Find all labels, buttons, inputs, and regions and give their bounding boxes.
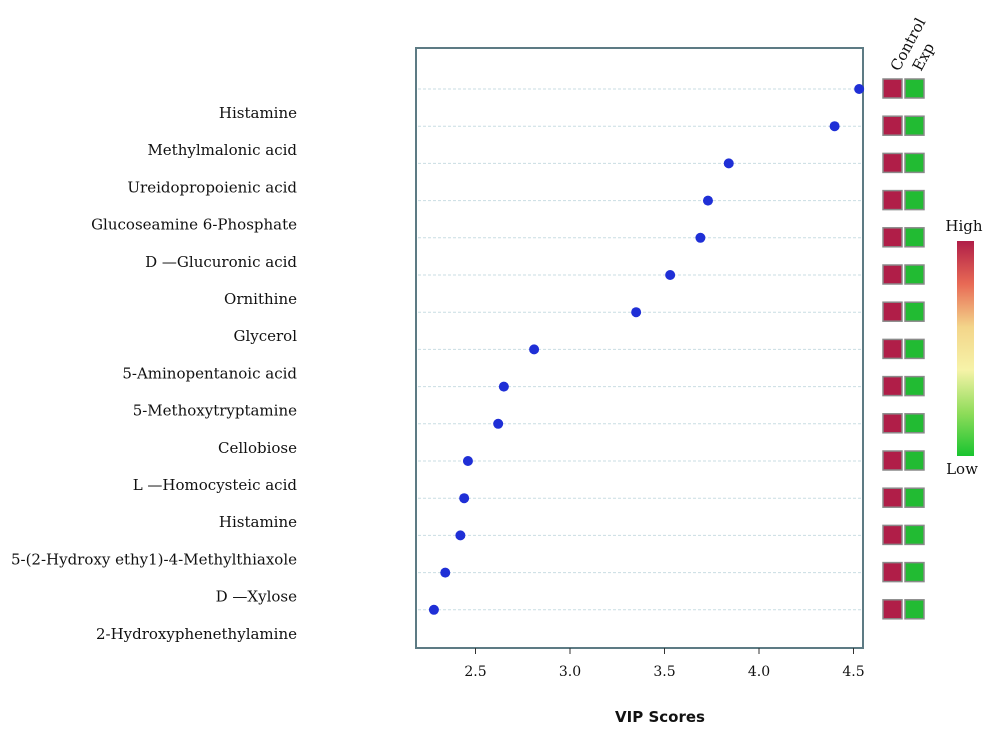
group-cell (882, 599, 903, 620)
data-point (854, 84, 865, 94)
data-point (702, 195, 713, 206)
group-cell (882, 413, 903, 434)
plot-frame (415, 47, 864, 649)
data-point (631, 307, 642, 318)
group-cell (904, 413, 925, 434)
group-cell (904, 599, 925, 620)
row-label: 5-(2-Hydroxy ethy1)-4-Methylthiaxole (11, 550, 297, 568)
row-label: Glycerol (233, 327, 297, 345)
data-point (665, 270, 676, 280)
colorbar (957, 241, 974, 456)
group-cell (882, 227, 903, 248)
data-point (829, 121, 840, 132)
group-cell (882, 375, 903, 397)
row-label: Ureidopropoienic acid (127, 178, 297, 196)
group-cell (904, 78, 925, 99)
row-label: 5-Methoxytryptamine (133, 402, 297, 420)
data-point (498, 381, 509, 392)
group-cell (904, 450, 925, 471)
group-cell (882, 561, 903, 583)
group-cell (904, 264, 925, 285)
data-point (723, 158, 734, 169)
x-tick-label: 4.0 (748, 664, 770, 680)
row-label: D —Glucuronic acid (145, 253, 297, 271)
group-cell (882, 78, 903, 99)
group-cell (904, 524, 925, 546)
group-cell (882, 152, 903, 174)
group-cell (882, 487, 903, 508)
group-cell (904, 375, 925, 397)
row-label: 2-Hydroxyphenethylamine (96, 625, 297, 643)
x-tick-label: 3.5 (653, 664, 675, 680)
group-cell (904, 152, 925, 174)
data-point (529, 344, 540, 355)
colorbar-high-label: High (945, 217, 982, 235)
data-point (455, 530, 466, 541)
group-cell (904, 301, 925, 322)
x-tick-label: 2.5 (464, 664, 486, 680)
data-point (459, 493, 470, 504)
group-cell (882, 524, 903, 546)
data-point (695, 232, 706, 243)
data-point (440, 567, 451, 578)
group-cell (882, 338, 903, 360)
data-point (428, 604, 439, 615)
row-label: D —Xylose (216, 588, 297, 606)
group-cell (882, 115, 903, 136)
x-axis-label: VIP Scores (615, 708, 705, 726)
group-cell (904, 189, 925, 211)
row-label: Glucoseamine 6-Phosphate (91, 216, 297, 234)
row-label: Methylmalonic acid (147, 141, 297, 159)
group-cell (882, 264, 903, 285)
group-cell (904, 561, 925, 583)
data-point (462, 456, 473, 466)
row-label: Histamine (219, 513, 297, 531)
group-cell (904, 115, 925, 136)
group-cell (882, 189, 903, 211)
row-label: L —Homocysteic acid (133, 476, 298, 494)
group-cell (904, 487, 925, 508)
x-tick-label: 4.5 (842, 664, 864, 680)
group-cell (904, 227, 925, 248)
data-point (493, 418, 504, 429)
colorbar-low-label: Low (946, 460, 978, 478)
group-cell (882, 450, 903, 471)
group-cell (882, 301, 903, 322)
row-label: Cellobiose (218, 439, 297, 457)
row-label: Histamine (219, 104, 297, 122)
row-label: Ornithine (224, 290, 297, 308)
group-cell (904, 338, 925, 360)
row-label: 5-Aminopentanoic acid (122, 364, 297, 382)
x-tick-label: 3.0 (559, 664, 581, 680)
